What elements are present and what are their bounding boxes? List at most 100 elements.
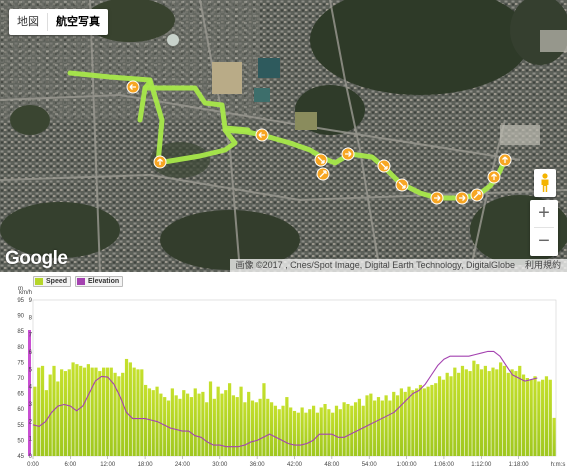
- speed-bar: [243, 402, 247, 456]
- speed-bar: [311, 405, 316, 456]
- speed-bar: [418, 384, 423, 456]
- speed-bar: [90, 367, 94, 456]
- speed-bar: [40, 365, 45, 456]
- speed-bar: [399, 388, 403, 456]
- speed-bar: [163, 397, 167, 456]
- right-axis-tick: 5: [29, 367, 33, 373]
- speed-bar: [178, 398, 182, 456]
- map-type-divider: [47, 13, 48, 31]
- speed-bar: [254, 402, 258, 456]
- speed-bar: [250, 400, 255, 456]
- map-view[interactable]: 地図 航空写真 + − Google 画像 ©2017 , Cnes/Spot …: [0, 0, 567, 272]
- direction-marker-icon: [487, 170, 501, 184]
- speed-bar: [71, 362, 75, 456]
- speed-bar: [434, 383, 438, 456]
- left-axis-tick: 50: [17, 438, 24, 444]
- speed-bar: [395, 395, 400, 456]
- x-axis-tick: 1:00:00: [397, 462, 418, 468]
- speed-bar: [102, 367, 106, 456]
- speed-bar: [136, 369, 140, 456]
- speed-bar: [258, 398, 262, 456]
- speed-bar: [182, 390, 186, 456]
- x-axis-tick: 6:00: [65, 462, 77, 468]
- speed-bar: [159, 393, 163, 456]
- right-axis-tick: 0: [29, 454, 33, 460]
- speed-bar: [541, 379, 545, 456]
- speed-bar: [197, 393, 201, 456]
- speed-bar: [121, 372, 125, 456]
- speed-bar: [319, 407, 323, 456]
- speed-bar: [285, 397, 289, 456]
- x-axis-unit: h:m:s: [551, 462, 566, 468]
- legend-label-elevation: Elevation: [88, 278, 120, 285]
- direction-marker-icon: [395, 178, 409, 192]
- speed-bar: [334, 405, 339, 456]
- right-axis-tick: 3: [29, 402, 33, 408]
- speed-bar: [308, 409, 312, 456]
- speed-bar: [33, 386, 37, 456]
- speed-bar: [495, 369, 499, 456]
- x-axis-tick: 1:06:00: [434, 462, 455, 468]
- x-axis-tick: 48:00: [324, 462, 340, 468]
- x-axis-tick: 54:00: [362, 462, 378, 468]
- speed-bar: [86, 364, 90, 456]
- speed-bar: [266, 398, 270, 456]
- map-type-map-button[interactable]: 地図: [17, 16, 39, 28]
- zoom-out-button[interactable]: −: [538, 230, 550, 252]
- speed-bar: [491, 367, 495, 456]
- satellite-imagery: [0, 0, 567, 272]
- x-axis-tick: 12:00: [100, 462, 116, 468]
- speed-bar: [476, 364, 480, 456]
- zoom-divider: [534, 227, 554, 228]
- speed-bar: [361, 405, 365, 456]
- left-axis-tick: 70: [17, 376, 24, 382]
- speed-bar: [44, 390, 48, 456]
- right-axis-tick: 4: [29, 385, 33, 391]
- speed-bar: [239, 386, 243, 456]
- speed-bar: [376, 397, 381, 456]
- direction-marker-icon: [153, 155, 167, 169]
- speed-bar: [300, 407, 304, 456]
- chart-plot-area: 9590858075706560555045m9876543210km/h0:0…: [17, 286, 566, 468]
- direction-marker-icon: [255, 128, 269, 142]
- speed-bar: [510, 369, 514, 456]
- right-axis-tick: 6: [29, 350, 33, 356]
- speed-bar: [468, 371, 472, 456]
- left-axis-unit: m: [18, 286, 23, 292]
- elevation-line: [32, 350, 538, 448]
- legend-item-speed[interactable]: Speed: [33, 276, 72, 287]
- left-axis-tick: 80: [17, 345, 24, 351]
- speed-bar: [193, 388, 197, 456]
- left-axis-tick: 85: [17, 329, 24, 335]
- speed-bar: [63, 371, 68, 456]
- speed-bar: [529, 379, 533, 456]
- speed-bar: [499, 362, 503, 456]
- terms-of-use-link[interactable]: 利用規約: [524, 260, 561, 270]
- map-type-satellite-button[interactable]: 航空写真: [56, 16, 100, 28]
- speed-bar: [514, 371, 518, 456]
- speed-bar: [231, 395, 236, 456]
- x-axis-tick: 42:00: [287, 462, 303, 468]
- direction-marker-icon: [430, 191, 444, 205]
- direction-marker-icon: [377, 159, 391, 173]
- legend-label-speed: Speed: [46, 278, 68, 285]
- left-axis-tick: 45: [17, 454, 24, 460]
- speed-bar: [227, 383, 232, 456]
- speed-bar: [552, 417, 556, 456]
- speed-bar: [518, 365, 522, 456]
- speed-bar: [464, 369, 468, 456]
- direction-marker-icon: [498, 153, 512, 167]
- street-view-pegman-icon[interactable]: [534, 169, 556, 197]
- right-axis-tick: 9: [29, 298, 33, 304]
- speed-bar: [548, 379, 552, 456]
- x-axis-tick: 24:00: [175, 462, 191, 468]
- speed-bar: [521, 374, 526, 456]
- zoom-in-button[interactable]: +: [538, 202, 550, 224]
- speed-bar: [537, 381, 541, 456]
- right-axis-tick: 2: [29, 419, 33, 425]
- speed-bar: [411, 390, 415, 456]
- imagery-attribution-text: 画像 ©2017 , Cnes/Spot Image, Digital Eart…: [235, 260, 515, 270]
- left-axis-tick: 95: [17, 298, 24, 304]
- legend-item-elevation[interactable]: Elevation: [75, 276, 124, 287]
- speed-bar: [449, 376, 453, 456]
